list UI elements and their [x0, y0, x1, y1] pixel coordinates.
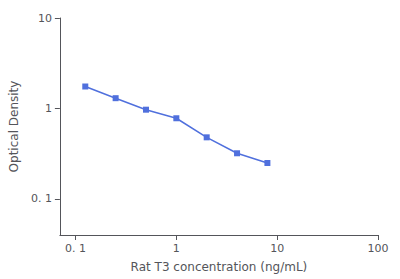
svg-text:100: 100 [368, 242, 389, 255]
svg-text:Optical Density: Optical Density [7, 81, 21, 173]
svg-text:0. 1: 0. 1 [31, 192, 52, 205]
svg-text:10: 10 [38, 12, 52, 25]
svg-text:0. 1: 0. 1 [65, 242, 86, 255]
svg-text:Rat T3 concentration (ng/mL): Rat T3 concentration (ng/mL) [131, 260, 308, 274]
svg-text:10: 10 [270, 242, 284, 255]
svg-text:1: 1 [173, 242, 180, 255]
svg-text:1: 1 [45, 102, 52, 115]
